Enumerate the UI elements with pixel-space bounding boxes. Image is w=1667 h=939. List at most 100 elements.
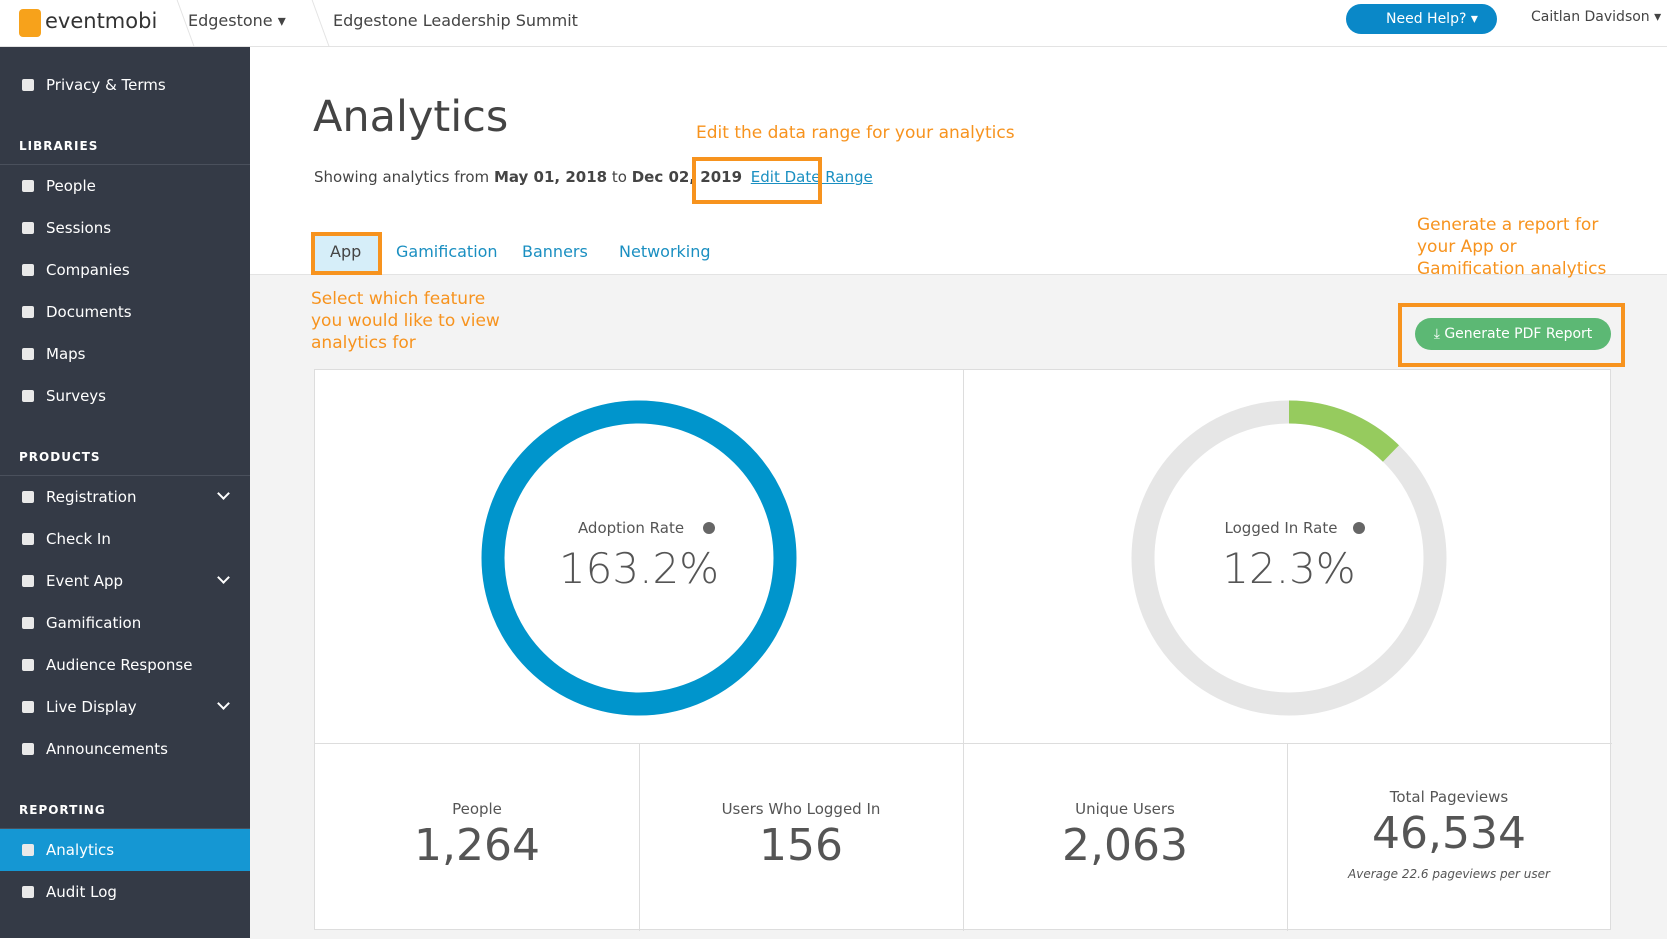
range-prefix: Showing analytics from: [314, 168, 490, 186]
org-selector[interactable]: Edgestone ▾: [188, 11, 286, 30]
tab[interactable]: Networking: [619, 242, 711, 261]
nav-item[interactable]: Registration: [0, 476, 250, 518]
divider: [1287, 744, 1288, 931]
rate-value: 163.2%: [559, 544, 719, 593]
nav-item[interactable]: Live Display: [0, 686, 250, 728]
annotation-line: Select which feature: [311, 289, 486, 309]
stat-value: 46,534: [1372, 808, 1526, 859]
divider: [963, 744, 964, 931]
nav-icon: [22, 264, 34, 276]
nav-item[interactable]: Maps: [0, 333, 250, 375]
info-icon: [1353, 522, 1365, 534]
nav-item[interactable]: Documents: [0, 291, 250, 333]
divider: [963, 370, 964, 743]
rate-label: Logged In Rate: [1225, 519, 1338, 537]
stat-value: 156: [759, 820, 843, 871]
info-icon: [703, 522, 715, 534]
nav-item[interactable]: Analytics: [0, 829, 250, 871]
user-menu[interactable]: Caitlan Davidson ▾: [1531, 9, 1662, 25]
nav-item[interactable]: Audit Log: [0, 871, 250, 913]
annotation: Generate a report for your App or Gamifica…: [1417, 214, 1606, 280]
page-title: Analytics: [313, 92, 509, 142]
chevron: [217, 571, 230, 584]
nav-label: Documents: [46, 303, 132, 321]
sidebar: Privacy & Terms LIBRARIES People Sessions Co…: [0, 47, 250, 938]
donut-charts: Adoption Rate 163.2% Logged In Rate 12.3%: [481, 400, 1447, 716]
nav-item[interactable]: Gamification: [0, 602, 250, 644]
help-button[interactable]: Need Help? ▾: [1346, 4, 1497, 34]
nav-icon: [22, 617, 34, 629]
nav-icon: [22, 180, 34, 192]
nav-icon: [22, 844, 34, 856]
nav-item[interactable]: Event App: [0, 560, 250, 602]
org-name: Edgestone: [188, 11, 273, 30]
section-title: REPORTING: [19, 803, 106, 817]
nav-item[interactable]: People: [0, 165, 250, 207]
date-range: Showing analytics from May 01, 2018 to D…: [314, 168, 873, 186]
tab[interactable]: App: [330, 242, 362, 261]
top-bar: eventmobi Edgestone ▾ Edgestone Leadersh…: [0, 0, 1667, 47]
nav-label: Privacy & Terms: [46, 76, 166, 94]
annotation: Select which feature you would like to vi…: [311, 288, 500, 354]
nav-item[interactable]: Sessions: [0, 207, 250, 249]
highlight-box: [692, 157, 822, 204]
generate-pdf-button[interactable]: ⤓ Generate PDF Report: [1415, 318, 1611, 350]
nav-label: Analytics: [46, 841, 115, 859]
section-header: REPORTING: [0, 770, 250, 829]
range-end: Dec 02, 2019: [631, 168, 742, 186]
annotation: Edit the data range for your analytics: [696, 123, 1015, 143]
nav-label: Sessions: [46, 219, 112, 237]
chevron: [217, 697, 230, 710]
nav-icon: [22, 659, 34, 671]
annotation-line: you would like to view: [311, 311, 500, 331]
analytics-card: Adoption Rate 163.2% Logged In Rate 12.3% P…: [314, 369, 1612, 931]
nav-label: Live Display: [46, 698, 137, 716]
nav-item[interactable]: Surveys: [0, 375, 250, 417]
donut-arc: [481, 400, 797, 716]
nav-label: Audit Log: [46, 883, 117, 901]
highlight-box: [1398, 303, 1625, 367]
stat-label: Unique Users: [1075, 800, 1175, 818]
chevron: [217, 487, 230, 500]
nav-label: Gamification: [46, 614, 142, 632]
rate-label: Adoption Rate: [578, 519, 684, 537]
nav-icon: [22, 390, 34, 402]
nav-icon: [22, 575, 34, 587]
nav-label: Maps: [46, 345, 86, 363]
edit-date-range[interactable]: Edit Date Range: [750, 168, 873, 186]
nav-icon: [22, 79, 34, 91]
stat-label: People: [452, 800, 502, 818]
help-label: Need Help?: [1386, 11, 1467, 27]
annotation-line: Gamification analytics: [1417, 259, 1607, 279]
nav-item[interactable]: Privacy & Terms: [0, 64, 250, 106]
nav-icon: [22, 533, 34, 545]
tab[interactable]: Banners: [522, 242, 588, 261]
stat-note: Average 22.6 pageviews per user: [1348, 867, 1550, 881]
nav-icon: [22, 491, 34, 503]
section-title: PRODUCTS: [19, 450, 101, 464]
tab[interactable]: Gamification: [396, 242, 498, 261]
section-title: LIBRARIES: [19, 139, 99, 153]
nav-item[interactable]: Audience Response: [0, 644, 250, 686]
donut-arc: [1131, 400, 1447, 716]
nav-icon: [22, 348, 34, 360]
nav-icon: [22, 306, 34, 318]
nav-label: Event App: [46, 572, 124, 590]
annotation-line: your App or: [1417, 237, 1517, 257]
nav-item[interactable]: Companies: [0, 249, 250, 291]
nav-item[interactable]: Announcements: [0, 728, 250, 770]
nav-label: Audience Response: [46, 656, 193, 674]
rate-value: 12.3%: [1222, 544, 1355, 593]
stat: Unique Users 2,063: [963, 800, 1287, 871]
annotation-line: analytics for: [311, 333, 416, 353]
stat-value: 1,264: [414, 820, 540, 871]
button-label: Generate PDF Report: [1444, 326, 1593, 342]
logo-icon: [19, 9, 41, 37]
nav-item[interactable]: Check In: [0, 518, 250, 560]
nav-icon: [22, 701, 34, 713]
stat: People 1,264: [315, 800, 639, 871]
nav-label: Surveys: [46, 387, 106, 405]
divider: [315, 743, 1612, 744]
user-name: Caitlan Davidson: [1531, 9, 1650, 25]
